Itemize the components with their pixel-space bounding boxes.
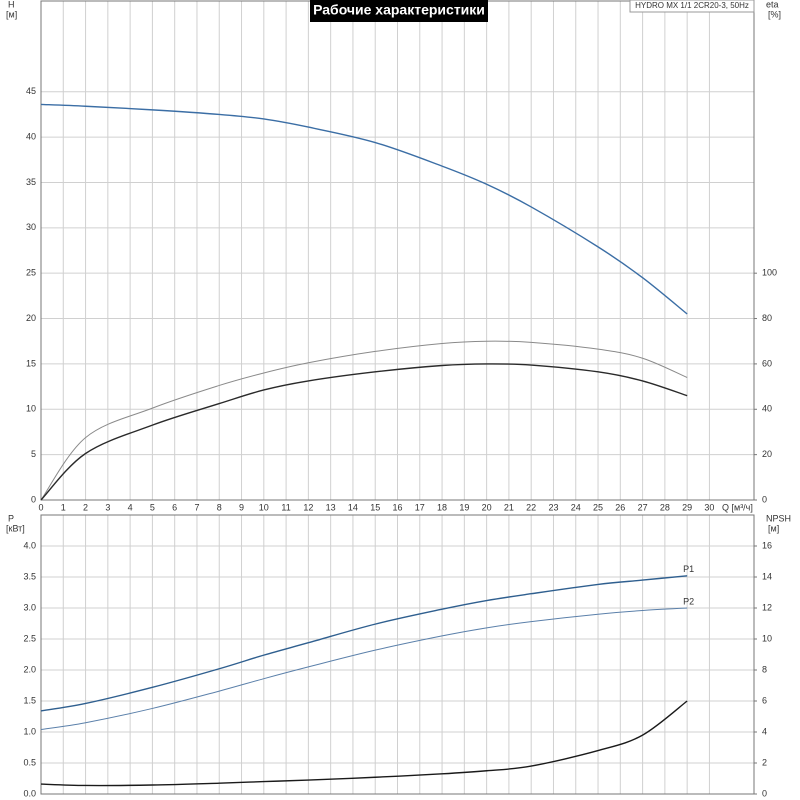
y2-tick-label: 6	[762, 695, 767, 705]
y-tick-label: 5	[31, 449, 36, 459]
y-tick-label: 20	[26, 313, 36, 323]
curve	[40, 363, 688, 501]
x-tick-label: 5	[150, 502, 155, 512]
x-tick-label: 10	[259, 502, 269, 512]
x-tick-label: 20	[482, 502, 492, 512]
y-tick-label: 25	[26, 268, 36, 278]
y-tick-label: 10	[26, 404, 36, 414]
y-tick-label: 3.0	[23, 602, 36, 612]
y2-tick-label: 60	[762, 358, 772, 368]
y2-tick-label: 14	[762, 571, 772, 581]
x-tick-label: 28	[660, 502, 670, 512]
y2-tick-label: 10	[762, 633, 772, 643]
x-tick-label: 26	[615, 502, 625, 512]
x-tick-label: 27	[638, 502, 648, 512]
y-tick-label: 30	[26, 222, 36, 232]
y2-axis-unit: [%]	[768, 9, 781, 19]
y-axis-unit: [кВт]	[6, 523, 25, 533]
model-label: HYDRO MX 1/1 2CR20-3, 50Hz	[635, 1, 749, 10]
y2-tick-label: 12	[762, 602, 772, 612]
chart-title: Рабочие характеристики	[313, 2, 485, 18]
y2-tick-label: 0	[762, 494, 767, 504]
x-tick-label: 1	[61, 502, 66, 512]
y2-tick-label: 40	[762, 404, 772, 414]
y-tick-label: 40	[26, 131, 36, 141]
y2-axis-unit: [м]	[768, 523, 779, 533]
y2-tick-label: 20	[762, 449, 772, 459]
y-tick-label: 2.0	[23, 664, 36, 674]
x-tick-label: 3	[105, 502, 110, 512]
y-tick-label: 45	[26, 86, 36, 96]
y2-tick-label: 0	[762, 788, 767, 798]
x-tick-label: 25	[593, 502, 603, 512]
x-tick-label: 17	[415, 502, 425, 512]
x-tick-label: 24	[571, 502, 581, 512]
y-tick-label: 35	[26, 177, 36, 187]
x-tick-label: 12	[303, 502, 313, 512]
x-tick-label: 2	[83, 502, 88, 512]
y2-tick-label: 8	[762, 664, 767, 674]
curve	[40, 103, 688, 315]
y-axis-label: P	[8, 513, 14, 523]
curve	[40, 575, 688, 712]
y2-tick-label: 80	[762, 313, 772, 323]
x-axis-label: Q [м³/ч]	[722, 502, 753, 512]
y-tick-label: 2.5	[23, 633, 36, 643]
x-tick-label: 0	[38, 502, 43, 512]
x-tick-label: 22	[526, 502, 536, 512]
x-tick-label: 23	[548, 502, 558, 512]
x-tick-label: 15	[370, 502, 380, 512]
title-box	[310, 0, 488, 22]
curve-label: P2	[683, 596, 694, 606]
y2-tick-label: 16	[762, 540, 772, 550]
y-tick-label: 0	[31, 494, 36, 504]
y-tick-label: 0.0	[23, 788, 36, 798]
x-tick-label: 13	[326, 502, 336, 512]
y-tick-label: 3.5	[23, 571, 36, 581]
x-tick-label: 19	[459, 502, 469, 512]
x-tick-label: 4	[128, 502, 133, 512]
y-axis-unit: [м]	[6, 9, 17, 19]
curve	[40, 700, 688, 787]
y-tick-label: 4.0	[23, 540, 36, 550]
x-tick-label: 8	[217, 502, 222, 512]
model-box	[629, 0, 755, 13]
x-tick-label: 16	[392, 502, 402, 512]
curve	[40, 340, 688, 501]
x-tick-label: 6	[172, 502, 177, 512]
x-tick-label: 30	[704, 502, 714, 512]
curve-label: P1	[683, 564, 694, 574]
plot-frame	[40, 514, 755, 795]
x-tick-label: 9	[239, 502, 244, 512]
y2-tick-label: 100	[762, 268, 777, 278]
y2-axis-label: eta	[766, 0, 779, 9]
y-tick-label: 1.0	[23, 726, 36, 736]
x-tick-label: 18	[437, 502, 447, 512]
curve	[40, 607, 688, 731]
x-tick-label: 7	[194, 502, 199, 512]
y2-tick-label: 4	[762, 726, 767, 736]
x-tick-label: 21	[504, 502, 514, 512]
x-tick-label: 11	[281, 502, 290, 512]
y-tick-label: 0.5	[23, 757, 36, 767]
x-tick-label: 14	[348, 502, 358, 512]
x-tick-label: 29	[682, 502, 692, 512]
y-tick-label: 1.5	[23, 695, 36, 705]
y-tick-label: 15	[26, 358, 36, 368]
y2-tick-label: 2	[762, 757, 767, 767]
y2-axis-label: NPSH	[766, 513, 791, 523]
y-axis-label: H	[8, 0, 15, 9]
